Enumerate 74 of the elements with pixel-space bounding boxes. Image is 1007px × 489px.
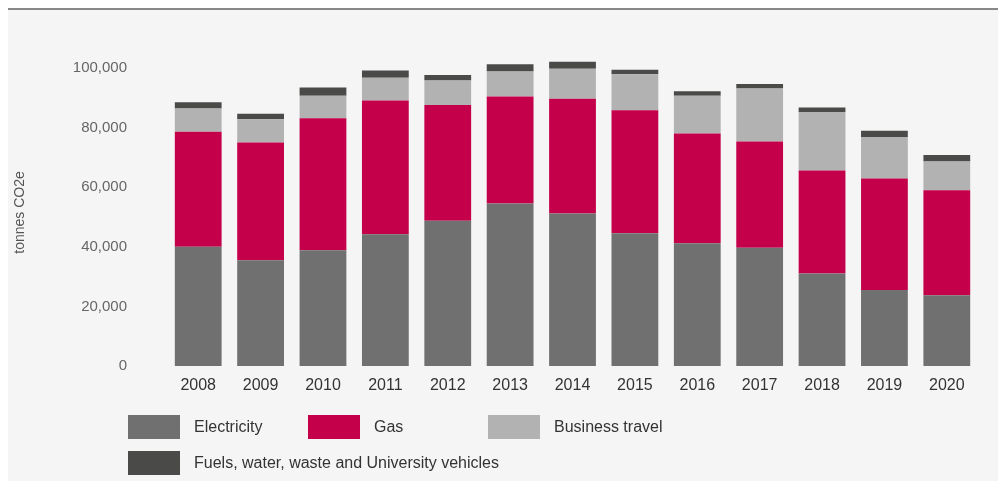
y-tick-label: 60,000 bbox=[81, 177, 128, 195]
bar bbox=[424, 75, 472, 81]
bar bbox=[486, 64, 534, 72]
x-tick-label: 2018 bbox=[804, 376, 840, 394]
bar bbox=[736, 84, 784, 89]
bar bbox=[798, 112, 846, 171]
x-tick-label: 2015 bbox=[617, 376, 653, 394]
bar bbox=[611, 74, 659, 111]
bar bbox=[237, 119, 284, 143]
x-tick-label: 2017 bbox=[741, 376, 778, 394]
bar bbox=[611, 110, 659, 234]
bar bbox=[923, 161, 971, 191]
bar bbox=[549, 61, 596, 69]
bar bbox=[361, 100, 409, 235]
bar bbox=[174, 246, 222, 366]
bar bbox=[486, 71, 534, 97]
bar bbox=[861, 290, 908, 366]
x-tick-label: 2008 bbox=[180, 376, 217, 394]
bar bbox=[174, 108, 222, 132]
bar bbox=[486, 96, 534, 204]
bar bbox=[861, 137, 908, 179]
bar bbox=[361, 234, 409, 366]
bar bbox=[673, 133, 721, 244]
x-tick-label: 2009 bbox=[242, 376, 279, 394]
bar bbox=[299, 250, 347, 366]
bar bbox=[673, 243, 721, 366]
legend-label: Gas bbox=[374, 418, 404, 436]
bar bbox=[299, 95, 347, 119]
legend-label: Business travel bbox=[554, 418, 663, 436]
y-tick-label: 20,000 bbox=[81, 296, 128, 314]
bar bbox=[673, 95, 721, 134]
bar bbox=[923, 190, 971, 296]
y-tick-label: 0 bbox=[118, 356, 128, 374]
bar bbox=[673, 91, 721, 96]
y-axis-title: tonnes CO2e bbox=[11, 171, 28, 254]
x-tick-label: 2020 bbox=[929, 376, 965, 394]
x-tick-label: 2013 bbox=[492, 376, 529, 394]
x-tick-label: 2019 bbox=[866, 376, 903, 394]
bar bbox=[174, 102, 222, 109]
bar bbox=[174, 131, 222, 247]
bar bbox=[299, 118, 347, 251]
x-tick-label: 2011 bbox=[368, 376, 403, 394]
bar bbox=[486, 203, 534, 366]
bar bbox=[361, 77, 409, 101]
bar bbox=[736, 247, 784, 366]
y-tick-label: 40,000 bbox=[81, 236, 128, 254]
bar bbox=[299, 87, 347, 96]
bar bbox=[424, 80, 472, 105]
x-tick-label: 2014 bbox=[554, 376, 591, 394]
bar bbox=[736, 141, 784, 248]
legend-label: Fuels, water, waste and University vehicles bbox=[194, 454, 500, 472]
bar bbox=[424, 104, 472, 221]
legend-label: Electricity bbox=[194, 418, 263, 436]
bar bbox=[923, 154, 971, 162]
bar bbox=[424, 220, 472, 366]
bar bbox=[549, 213, 596, 366]
x-tick-label: 2012 bbox=[429, 376, 466, 394]
bar bbox=[861, 130, 908, 138]
bar bbox=[237, 142, 284, 261]
bar bbox=[549, 98, 596, 214]
bar bbox=[736, 88, 784, 142]
bar bbox=[237, 260, 284, 366]
bar bbox=[237, 113, 284, 120]
bar bbox=[798, 273, 846, 366]
bar bbox=[611, 233, 659, 366]
y-tick-label: 80,000 bbox=[81, 117, 128, 135]
bar bbox=[361, 70, 409, 78]
bar bbox=[861, 178, 908, 290]
bar bbox=[798, 170, 846, 274]
bar bbox=[923, 295, 971, 366]
y-tick-label: 100,000 bbox=[72, 58, 128, 76]
x-tick-label: 2010 bbox=[305, 376, 341, 394]
bar bbox=[549, 68, 596, 99]
x-tick-label: 2016 bbox=[679, 376, 716, 394]
